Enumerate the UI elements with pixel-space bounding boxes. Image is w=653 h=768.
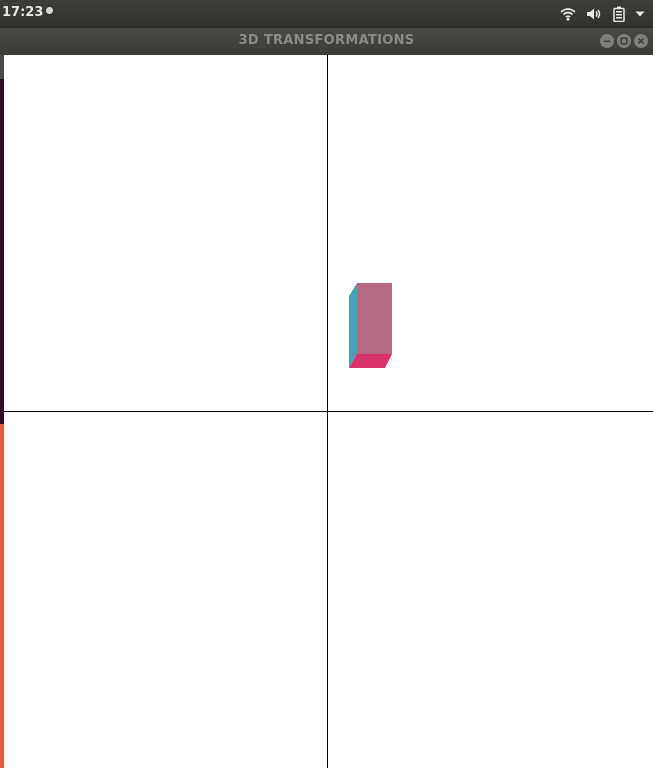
close-icon[interactable] [634, 34, 648, 48]
launcher-edge-middle [0, 79, 4, 424]
cuboid-bottom-face [349, 354, 392, 368]
system-tray [560, 4, 645, 24]
clock[interactable]: 17:23 [2, 5, 54, 20]
x-axis-line [4, 411, 653, 412]
wifi-icon[interactable] [560, 7, 576, 21]
volume-icon[interactable] [586, 7, 603, 21]
minimize-icon[interactable] [600, 34, 614, 48]
cuboid [349, 283, 392, 368]
cuboid-side-face [349, 283, 357, 368]
launcher-edge-top [0, 55, 4, 79]
drawing-canvas[interactable] [4, 55, 653, 768]
launcher-edge-bottom [0, 424, 4, 768]
window-controls [600, 34, 648, 48]
battery-icon[interactable] [613, 6, 625, 22]
clock-time: 17:23 [2, 5, 44, 20]
window-title: 3D TRANSFORMATIONS [238, 33, 415, 48]
top-panel: 17:23 [0, 0, 653, 27]
system-menu-chevron-icon[interactable] [635, 10, 645, 18]
maximize-icon[interactable] [617, 34, 631, 48]
notification-dot-icon [46, 7, 54, 14]
launcher-edge [0, 55, 4, 768]
window-titlebar[interactable]: 3D TRANSFORMATIONS [0, 27, 653, 55]
cuboid-front-face [357, 283, 392, 354]
